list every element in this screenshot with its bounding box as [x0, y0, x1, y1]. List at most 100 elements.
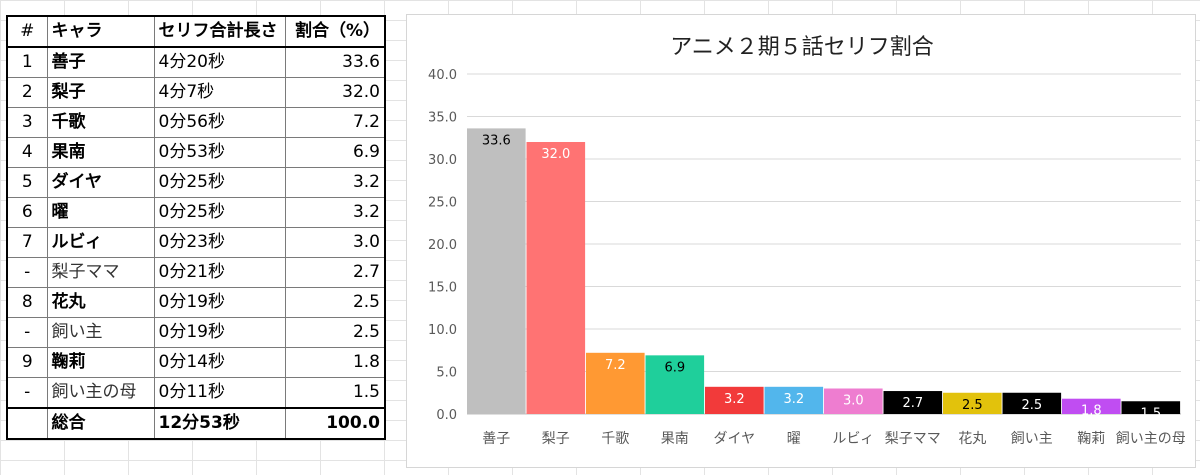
table-row: - 梨子ママ 0分21秒 2.7: [6, 257, 386, 288]
row-character-cell[interactable]: 花丸: [46, 287, 155, 318]
header-percentage[interactable]: 割合（%）: [284, 15, 386, 48]
row-character-cell[interactable]: 曜: [46, 197, 155, 228]
row-character-cell[interactable]: 梨子: [46, 77, 155, 108]
table-row: - 飼い主 0分19秒 2.5: [6, 317, 386, 348]
bar: [645, 355, 705, 414]
row-index-cell[interactable]: 5: [6, 167, 48, 198]
x-tick-label: 飼い主の母: [1116, 431, 1186, 447]
row-character-cell[interactable]: 飼い主の母: [46, 377, 155, 409]
bar: [1002, 392, 1062, 414]
x-tick-label: 千歌: [601, 431, 629, 447]
total-label-cell[interactable]: 総合: [46, 407, 155, 440]
y-tick-label: 10.0: [428, 323, 457, 338]
y-tick-label: 35.0: [428, 111, 457, 126]
table-row: 1 善子 4分20秒 33.6: [6, 46, 386, 78]
row-character-cell[interactable]: ルビィ: [46, 227, 155, 258]
row-pct-cell[interactable]: 6.9: [284, 137, 386, 168]
data-label: 1.5: [1140, 406, 1161, 421]
row-index-cell[interactable]: 8: [6, 287, 48, 318]
data-label: 32.0: [541, 147, 570, 162]
row-index-cell[interactable]: -: [6, 317, 48, 348]
header-character[interactable]: キャラ: [46, 15, 155, 48]
header-index[interactable]: #: [6, 15, 48, 48]
table-row: 9 鞠莉 0分14秒 1.8: [6, 347, 386, 378]
table-row: 2 梨子 4分7秒 32.0: [6, 77, 386, 108]
row-pct-cell[interactable]: 2.5: [284, 317, 386, 348]
row-character-cell[interactable]: 梨子ママ: [46, 257, 155, 288]
row-time-cell[interactable]: 0分23秒: [153, 227, 286, 258]
y-tick-label: 15.0: [428, 281, 457, 296]
table-row: - 飼い主の母 0分11秒 1.5: [6, 377, 386, 409]
row-pct-cell[interactable]: 1.5: [284, 377, 386, 409]
row-pct-cell[interactable]: 3.0: [284, 227, 386, 258]
row-pct-cell[interactable]: 2.7: [284, 257, 386, 288]
y-tick-label: 0.0: [436, 408, 457, 423]
row-time-cell[interactable]: 0分25秒: [153, 197, 286, 228]
table-row: 6 曜 0分25秒 3.2: [6, 197, 386, 228]
bar: [586, 352, 645, 414]
y-tick-label: 20.0: [428, 238, 457, 253]
row-time-cell[interactable]: 0分11秒: [153, 377, 286, 409]
row-time-cell[interactable]: 0分56秒: [153, 107, 286, 138]
row-character-cell[interactable]: 千歌: [46, 107, 155, 138]
row-pct-cell[interactable]: 1.8: [284, 347, 386, 378]
total-index-cell[interactable]: [6, 407, 48, 440]
chart-title: アニメ２期５話セリフ割合: [670, 35, 934, 60]
row-pct-cell[interactable]: 2.5: [284, 287, 386, 318]
row-character-cell[interactable]: 飼い主: [46, 317, 155, 348]
row-time-cell[interactable]: 4分20秒: [153, 46, 286, 78]
data-label: 3.0: [843, 394, 864, 409]
total-row: 総合 12分53秒 100.0: [6, 407, 386, 440]
row-index-cell[interactable]: 7: [6, 227, 48, 258]
x-tick-label: 鞠莉: [1077, 431, 1105, 447]
x-tick-label: 梨子ママ: [885, 431, 941, 447]
row-index-cell[interactable]: 3: [6, 107, 48, 138]
bar: [705, 386, 764, 414]
bar: [467, 128, 526, 414]
table-row: 3 千歌 0分56秒 7.2: [6, 107, 386, 138]
row-time-cell[interactable]: 0分53秒: [153, 137, 286, 168]
row-character-cell[interactable]: 鞠莉: [46, 347, 155, 378]
row-pct-cell[interactable]: 7.2: [284, 107, 386, 138]
row-character-cell[interactable]: ダイヤ: [46, 167, 155, 198]
header-line-length[interactable]: セリフ合計長さ: [153, 15, 286, 48]
row-index-cell[interactable]: 6: [6, 197, 48, 228]
row-index-cell[interactable]: 1: [6, 46, 48, 78]
data-label: 33.6: [482, 133, 511, 148]
row-time-cell[interactable]: 0分19秒: [153, 317, 286, 348]
dialogue-table: # キャラ セリフ合計長さ 割合（%） 1 善子 4分20秒 33.6 2 梨子 4分7秒 3…: [6, 15, 386, 440]
row-character-cell[interactable]: 果南: [46, 137, 155, 168]
data-label: 3.2: [724, 392, 745, 407]
data-label: 2.7: [902, 396, 923, 411]
table-header-row: # キャラ セリフ合計長さ 割合（%）: [6, 15, 386, 48]
x-tick-label: ダイヤ: [714, 431, 756, 447]
data-label: 6.9: [664, 360, 685, 375]
row-pct-cell[interactable]: 3.2: [284, 167, 386, 198]
bar: [1121, 401, 1181, 414]
row-index-cell[interactable]: 9: [6, 347, 48, 378]
row-index-cell[interactable]: -: [6, 377, 48, 409]
x-tick-label: ルビィ: [832, 431, 874, 447]
row-index-cell[interactable]: 2: [6, 77, 48, 108]
bar: [883, 391, 943, 414]
data-label: 3.2: [783, 392, 804, 407]
row-pct-cell[interactable]: 33.6: [284, 46, 386, 78]
row-index-cell[interactable]: 4: [6, 137, 48, 168]
row-time-cell[interactable]: 0分14秒: [153, 347, 286, 378]
data-label: 2.5: [962, 398, 983, 413]
x-tick-label: 梨子: [542, 431, 570, 447]
row-time-cell[interactable]: 0分21秒: [153, 257, 286, 288]
total-pct-cell[interactable]: 100.0: [284, 407, 386, 440]
bar: [943, 392, 1002, 414]
row-index-cell[interactable]: -: [6, 257, 48, 288]
row-character-cell[interactable]: 善子: [46, 46, 155, 78]
row-time-cell[interactable]: 0分25秒: [153, 167, 286, 198]
total-time-cell[interactable]: 12分53秒: [153, 407, 286, 440]
bar: [1062, 398, 1121, 414]
row-time-cell[interactable]: 0分19秒: [153, 287, 286, 318]
chart-panel[interactable]: アニメ２期５話セリフ割合 0.0 5.0 10.0 15.0 20.0 25.0 30.0 3…: [406, 14, 1196, 468]
row-pct-cell[interactable]: 32.0: [284, 77, 386, 108]
row-time-cell[interactable]: 4分7秒: [153, 77, 286, 108]
row-pct-cell[interactable]: 3.2: [284, 197, 386, 228]
bar-chart: 0.0 5.0 10.0 15.0 20.0 25.0 30.0 35.0 40.0 33.6 善子…: [428, 68, 1186, 447]
